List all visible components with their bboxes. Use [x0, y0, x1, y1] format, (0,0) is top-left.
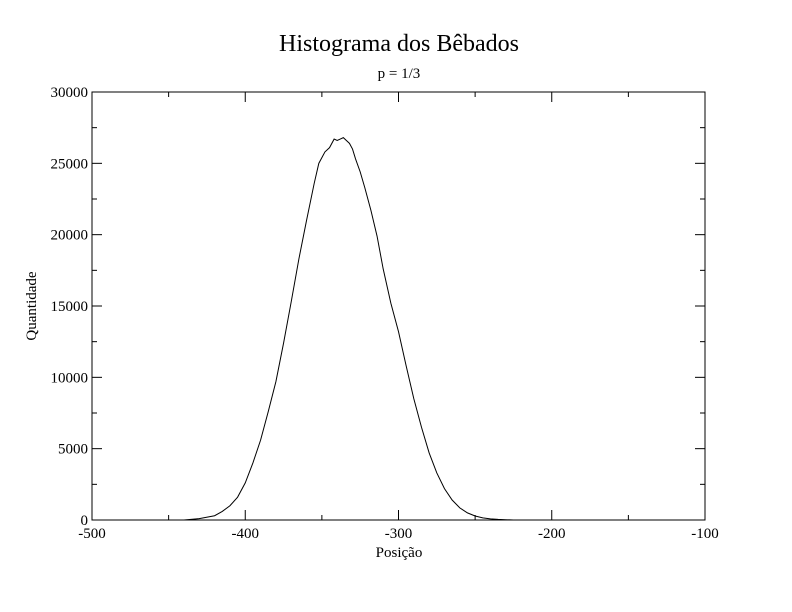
axis-ticks	[91, 91, 706, 521]
chart-title: Histograma dos Bêbados	[279, 31, 519, 57]
y-tick-label: 20000	[51, 228, 89, 244]
y-axis-label: Quantidade	[24, 271, 40, 340]
x-tick-labels: -500 -400 -300 -200 -100	[78, 526, 719, 542]
x-tick-label: -100	[691, 526, 719, 542]
y-tick-label: 25000	[51, 156, 89, 172]
x-tick-label: -400	[232, 526, 260, 542]
x-tick-label: -500	[78, 526, 106, 542]
x-tick-label: -300	[385, 526, 413, 542]
x-tick-label: -200	[538, 526, 566, 542]
y-tick-labels: 0 5000 10000 15000 20000 25000 30000	[51, 85, 89, 529]
chart-subtitle: p = 1/3	[378, 66, 421, 82]
y-tick-label: 30000	[51, 85, 89, 101]
y-tick-label: 5000	[58, 442, 88, 458]
series-line	[183, 137, 514, 521]
y-tick-label: 15000	[51, 299, 89, 315]
y-tick-label: 10000	[51, 370, 89, 386]
y-tick-label: 0	[81, 513, 89, 529]
x-axis-label: Posição	[376, 545, 423, 561]
